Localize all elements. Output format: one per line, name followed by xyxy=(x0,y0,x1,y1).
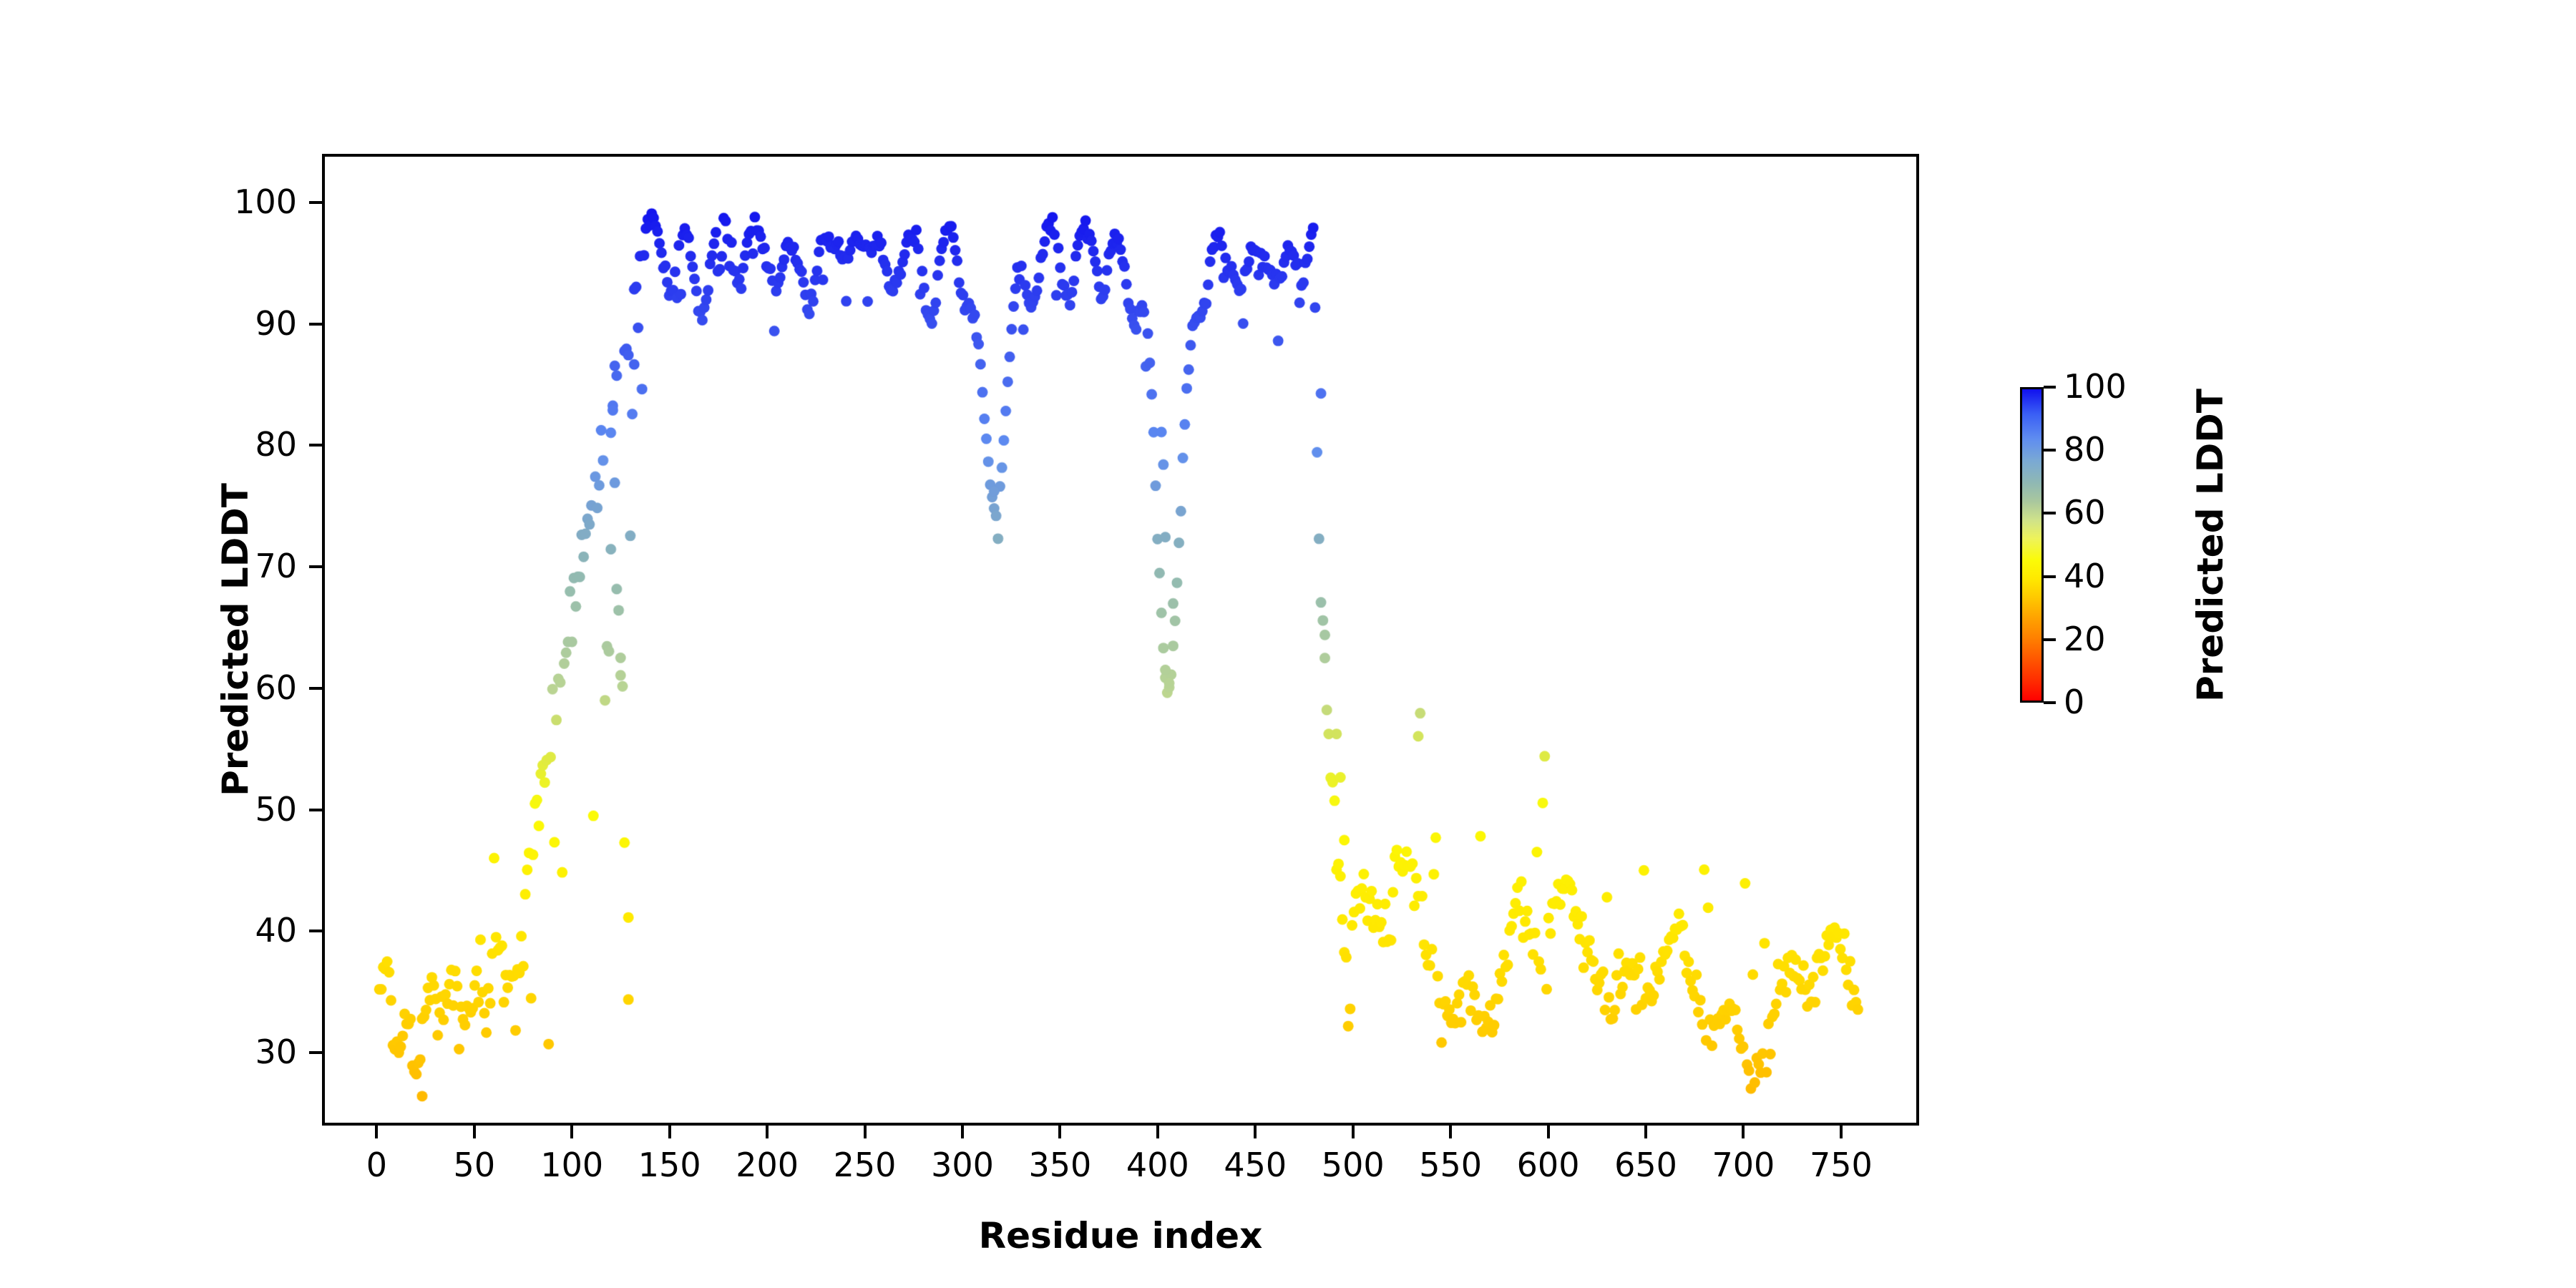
x-tick-label: 100 xyxy=(540,1146,604,1184)
x-tick-label: 350 xyxy=(1028,1146,1092,1184)
colorbar-tick-label: 40 xyxy=(2064,556,2106,595)
x-tick-label: 50 xyxy=(453,1146,496,1184)
x-tick-mark xyxy=(1742,1126,1745,1138)
y-tick-label: 40 xyxy=(255,911,297,950)
colorbar-tick-label: 100 xyxy=(2064,367,2127,406)
colorbar-gradient xyxy=(2020,387,2044,703)
y-tick-label: 50 xyxy=(255,789,297,829)
colorbar-tick-mark xyxy=(2044,386,2056,389)
x-tick-mark xyxy=(668,1126,671,1138)
y-tick-mark xyxy=(309,565,322,569)
scatter-plot-points xyxy=(325,157,1916,1123)
y-tick-mark xyxy=(309,1051,322,1055)
y-tick-mark xyxy=(309,444,322,447)
colorbar-tick-mark xyxy=(2044,449,2056,452)
x-tick-label: 450 xyxy=(1224,1146,1287,1184)
x-tick-mark xyxy=(1546,1126,1550,1138)
y-tick-label: 70 xyxy=(255,547,297,586)
x-tick-label: 250 xyxy=(833,1146,897,1184)
colorbar-tick-mark xyxy=(2044,701,2056,704)
y-tick-label: 60 xyxy=(255,668,297,707)
x-tick-label: 150 xyxy=(638,1146,701,1184)
plot-axes-area xyxy=(322,154,1919,1126)
x-tick-mark xyxy=(960,1126,964,1138)
colorbar-tick-mark xyxy=(2044,512,2056,515)
y-tick-mark xyxy=(309,322,322,326)
x-tick-mark xyxy=(570,1126,574,1138)
x-axis-label: Residue index xyxy=(978,1215,1263,1257)
y-tick-mark xyxy=(309,808,322,811)
colorbar-tick-mark xyxy=(2044,575,2056,578)
colorbar-tick-mark xyxy=(2044,638,2056,641)
x-tick-label: 500 xyxy=(1321,1146,1385,1184)
x-tick-mark xyxy=(375,1126,379,1138)
y-tick-mark xyxy=(309,200,322,204)
x-tick-label: 550 xyxy=(1419,1146,1483,1184)
x-tick-mark xyxy=(766,1126,769,1138)
colorbar-tick-label: 60 xyxy=(2064,493,2106,532)
y-tick-label: 90 xyxy=(255,303,297,343)
x-tick-label: 400 xyxy=(1126,1146,1189,1184)
y-tick-mark xyxy=(309,686,322,690)
y-tick-label: 100 xyxy=(234,182,297,221)
x-tick-label: 300 xyxy=(931,1146,994,1184)
colorbar xyxy=(2020,387,2044,703)
x-tick-mark xyxy=(1254,1126,1257,1138)
y-tick-label: 30 xyxy=(255,1033,297,1072)
y-tick-mark xyxy=(309,930,322,933)
x-tick-label: 700 xyxy=(1712,1146,1775,1184)
x-tick-label: 600 xyxy=(1516,1146,1580,1184)
y-axis-label: Predicted LDDT xyxy=(215,483,256,796)
x-tick-label: 650 xyxy=(1614,1146,1677,1184)
x-tick-mark xyxy=(1351,1126,1355,1138)
colorbar-tick-label: 0 xyxy=(2064,683,2085,721)
x-tick-mark xyxy=(1058,1126,1062,1138)
x-tick-mark xyxy=(1839,1126,1843,1138)
x-tick-label: 0 xyxy=(366,1146,388,1184)
x-tick-mark xyxy=(1449,1126,1453,1138)
x-tick-mark xyxy=(863,1126,867,1138)
x-tick-mark xyxy=(472,1126,476,1138)
colorbar-tick-label: 80 xyxy=(2064,430,2106,469)
x-tick-mark xyxy=(1644,1126,1647,1138)
x-tick-mark xyxy=(1156,1126,1159,1138)
colorbar-tick-label: 20 xyxy=(2064,619,2106,658)
colorbar-label: Predicted LDDT xyxy=(2190,388,2231,702)
x-tick-label: 200 xyxy=(736,1146,799,1184)
x-tick-label: 750 xyxy=(1809,1146,1873,1184)
y-tick-label: 80 xyxy=(255,425,297,464)
